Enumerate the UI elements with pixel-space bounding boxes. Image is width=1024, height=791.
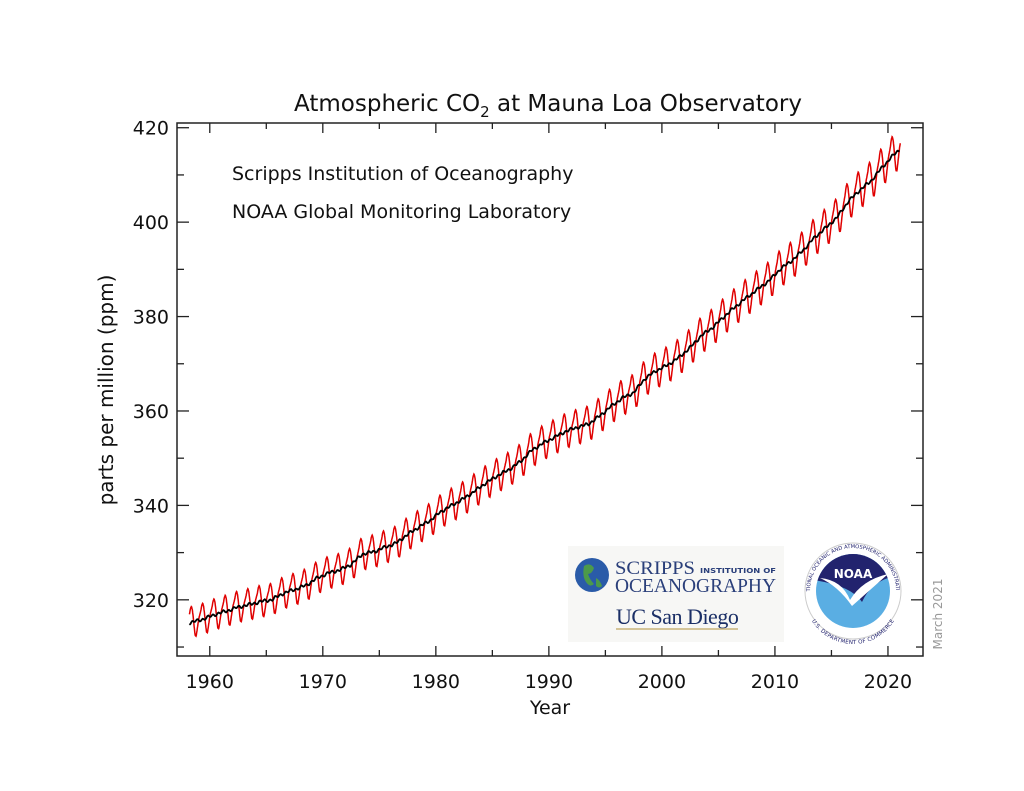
chart-title: Atmospheric CO2 at Mauna Loa Observatory [294,91,802,121]
x-tick-label: 1980 [412,671,460,693]
globe-icon [575,558,609,592]
x-tick-label: 1990 [525,671,573,693]
x-tick-label: 1970 [299,671,347,693]
y-axis-label: parts per million (ppm) [94,275,118,506]
y-tick-label: 400 [133,212,169,234]
x-tick-label: 2010 [751,671,799,693]
noaa-logo-text: NOAA [834,567,873,581]
monthly-co2-line [188,135,902,638]
x-tick-label: 1960 [186,671,234,693]
annotation-scripps: Scripps Institution of Oceanography [232,163,573,185]
scripps-logo-text-2: OCEANOGRAPHY [615,575,776,597]
y-tick-label: 360 [133,401,169,423]
scripps-logo-small: INSTITUTION OF [700,567,776,575]
plot-frame [176,122,924,657]
annotation-noaa: NOAA Global Monitoring Laboratory [232,201,571,223]
date-stamp: March 2021 [931,579,945,650]
x-axis-label: Year [529,697,570,719]
ucsd-logo-text: UC San Diego [616,604,739,629]
y-tick-label: 380 [133,307,169,329]
scripps-logo-text-1: SCRIPPS [615,558,695,579]
y-tick-label: 340 [133,495,169,517]
x-tick-label: 2020 [864,671,912,693]
trend-co2-line [188,149,900,626]
y-tick-label: 320 [133,590,169,612]
y-tick-label: 420 [133,118,169,140]
x-tick-label: 2000 [638,671,686,693]
scripps-logo-background [568,546,784,642]
